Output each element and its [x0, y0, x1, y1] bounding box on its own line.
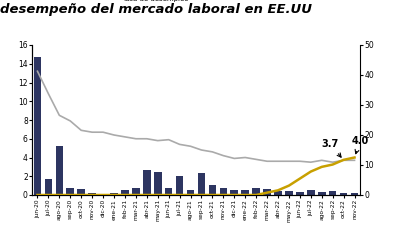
Bar: [143, 170, 151, 195]
Bar: [241, 190, 249, 195]
Bar: [318, 192, 326, 195]
Bar: [329, 191, 336, 195]
Bar: [66, 188, 74, 195]
Text: 4.0: 4.0: [351, 136, 368, 154]
Bar: [208, 185, 216, 195]
Bar: [121, 190, 129, 195]
Bar: [77, 190, 85, 195]
Bar: [274, 191, 282, 195]
Text: 3.7: 3.7: [322, 139, 341, 157]
Legend: Nóminas no agrícolas (eje derecho), Tasa de desempleo, Tasa de política monetari: Nóminas no agrícolas (eje derecho), Tasa…: [108, 0, 356, 2]
Bar: [56, 146, 63, 195]
Bar: [154, 172, 162, 195]
Bar: [296, 192, 304, 195]
Bar: [263, 190, 271, 195]
Bar: [132, 188, 140, 195]
Bar: [187, 190, 194, 195]
Text: desempeño del mercado laboral en EE.UU: desempeño del mercado laboral en EE.UU: [0, 2, 312, 16]
Bar: [307, 190, 315, 195]
Bar: [88, 193, 96, 195]
Bar: [99, 195, 107, 198]
Bar: [44, 179, 52, 195]
Bar: [198, 174, 205, 195]
Bar: [252, 188, 260, 195]
Bar: [176, 176, 184, 195]
Bar: [340, 193, 348, 195]
Bar: [351, 192, 358, 195]
Bar: [230, 190, 238, 195]
Bar: [285, 191, 293, 195]
Bar: [34, 57, 41, 195]
Bar: [110, 193, 118, 195]
Bar: [165, 188, 172, 195]
Bar: [220, 188, 227, 195]
